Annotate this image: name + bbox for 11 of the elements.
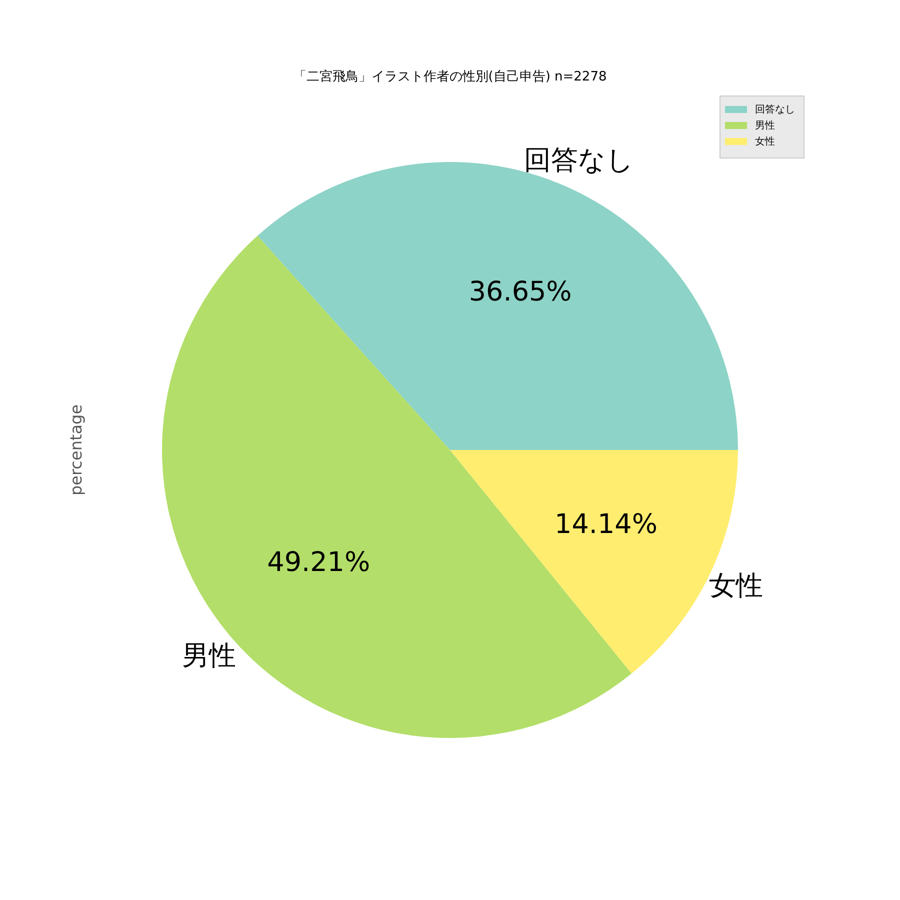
data-label: 14.14% bbox=[554, 508, 658, 540]
text: percentage bbox=[66, 404, 86, 496]
chart-title: 「二宮飛鳥」イラスト作者の性別(自己申告) n=2278 bbox=[293, 68, 607, 84]
legend-label: 男性 bbox=[755, 120, 775, 132]
legend-label: 回答なし bbox=[755, 104, 795, 116]
slice-label: 女性 bbox=[709, 570, 764, 602]
data-label: 36.65% bbox=[468, 276, 572, 308]
slice-label: 男性 bbox=[182, 640, 236, 672]
slice-label: 回答なし bbox=[524, 145, 634, 176]
legend-label: 女性 bbox=[755, 136, 775, 148]
data-label: 49.21% bbox=[267, 546, 370, 578]
